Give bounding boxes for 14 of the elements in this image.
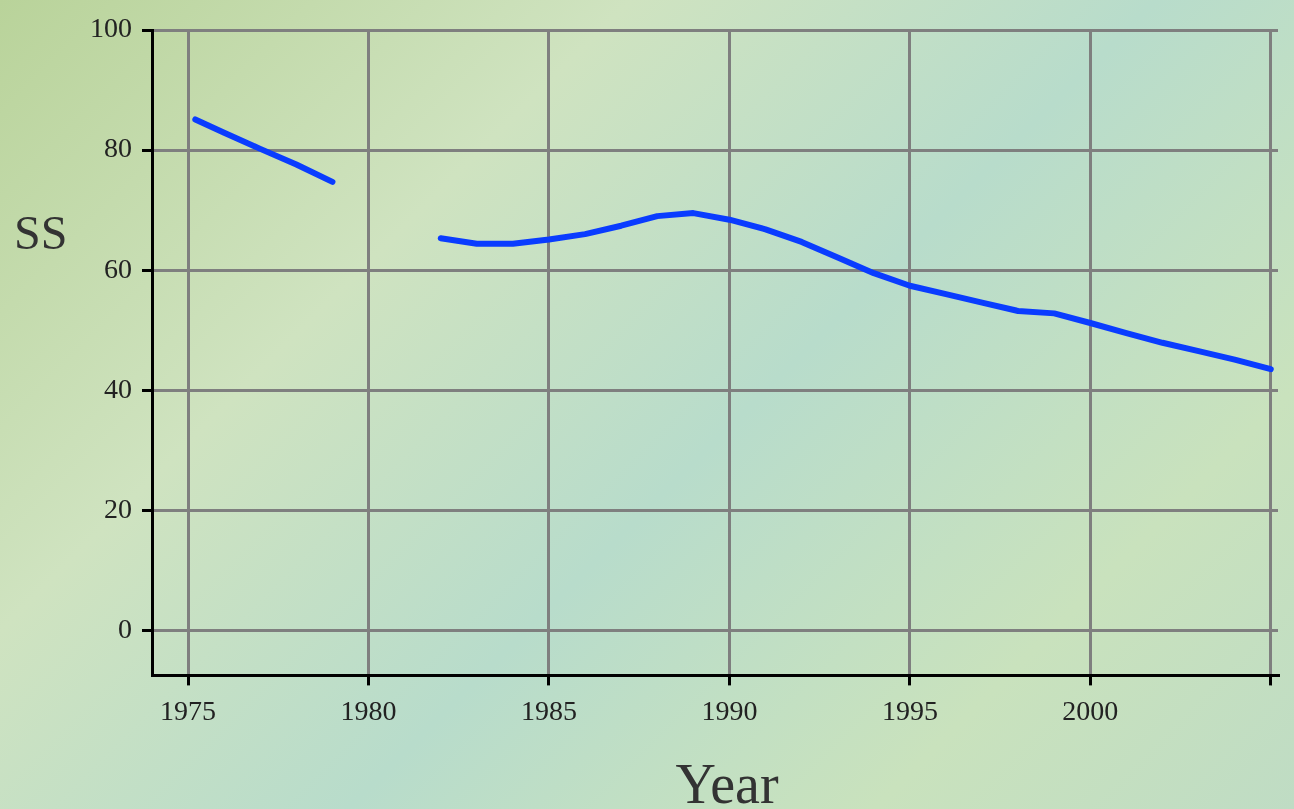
x-tick-label: 1990	[701, 694, 758, 726]
x-tick-label: 1985	[520, 694, 577, 726]
y-tick-label: 0	[118, 612, 132, 644]
y-tick-label: 100	[90, 12, 132, 44]
x-tick-label: 1980	[340, 694, 397, 726]
x-tick-label: 1995	[881, 694, 938, 726]
x-tick-label: 2000	[1062, 694, 1119, 726]
y-tick-label: 60	[104, 252, 132, 284]
x-axis-title: Year	[674, 752, 780, 809]
x-tick-label: 1975	[160, 694, 217, 726]
y-tick-label: 20	[104, 492, 132, 524]
y-axis-title: SS	[14, 205, 68, 260]
y-tick-label: 40	[104, 372, 132, 404]
y-tick-label: 80	[104, 132, 132, 164]
